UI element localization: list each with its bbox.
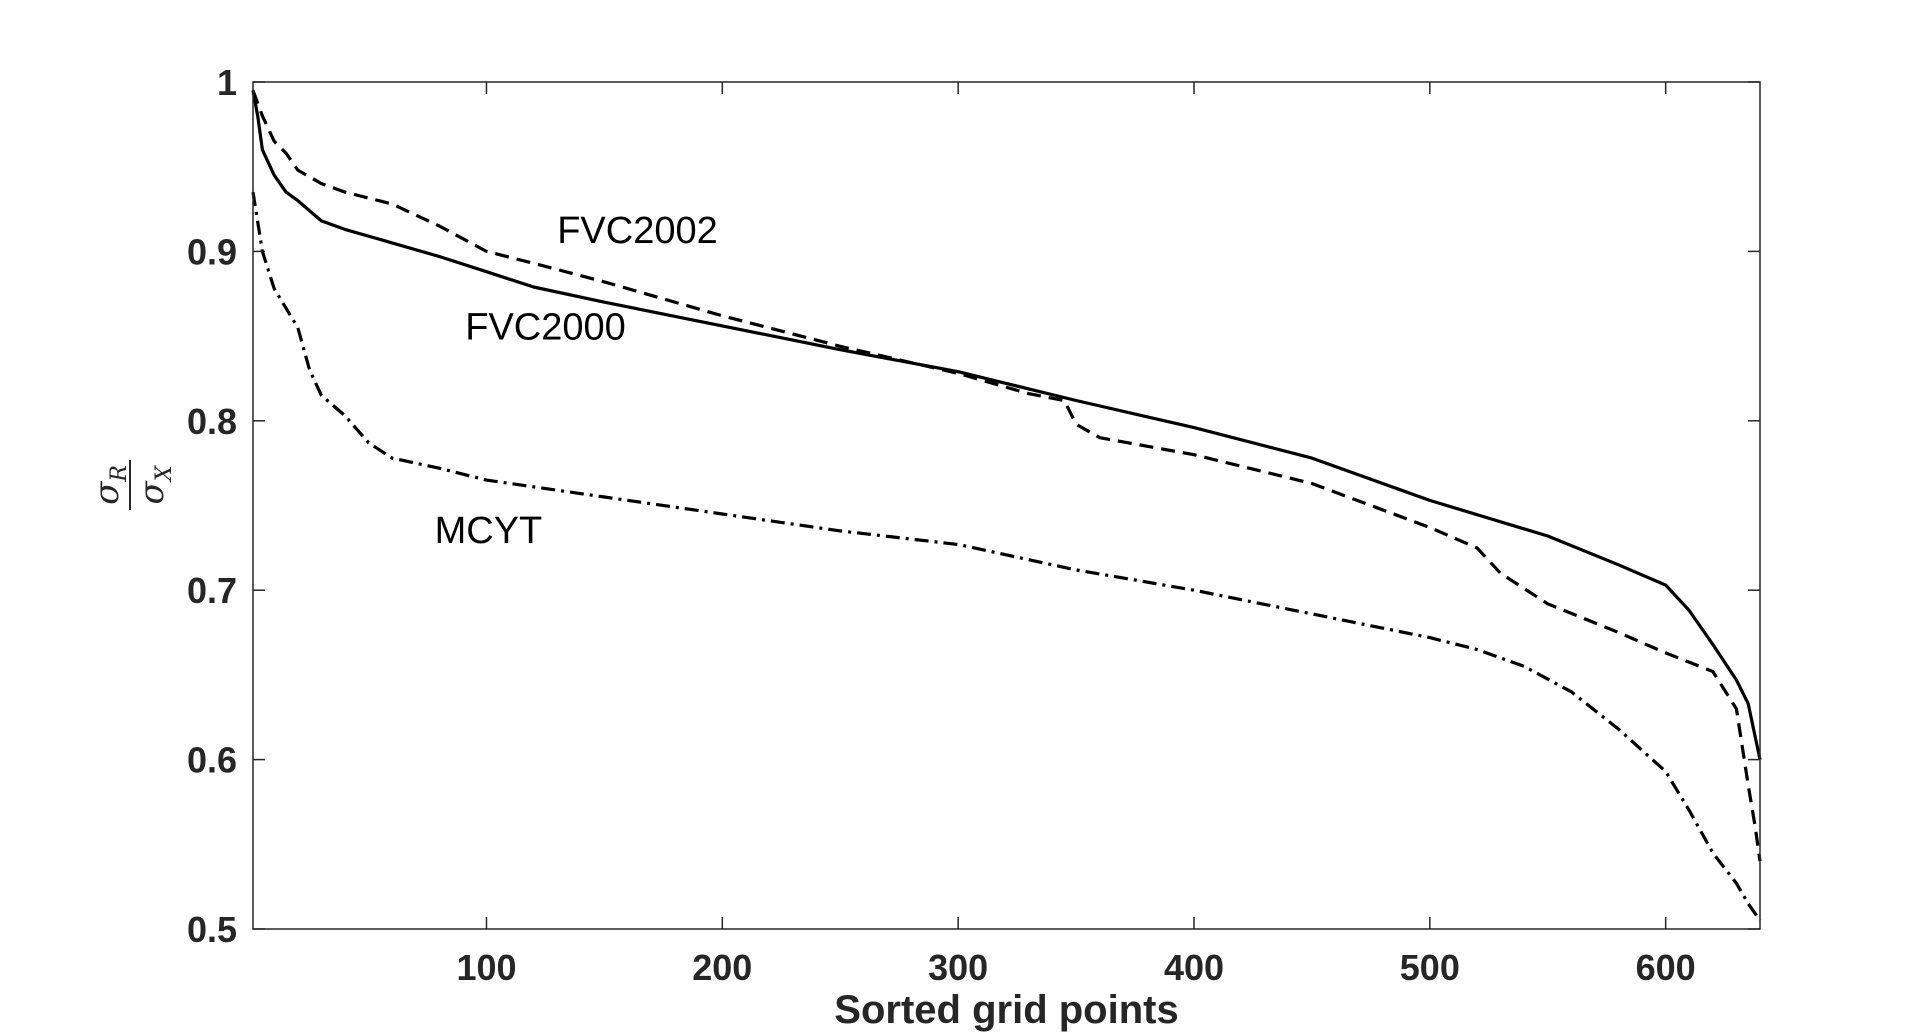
- x-axis-title: Sorted grid points: [834, 988, 1178, 1032]
- x-tick-label: 100: [456, 947, 516, 988]
- x-tick-label: 500: [1400, 947, 1460, 988]
- series-layer: [251, 89, 1762, 922]
- y-axis-title-numerator-sub: R: [107, 465, 132, 483]
- series-line-fvc2000: [251, 90, 1762, 760]
- series-line-mcyt: [251, 191, 1762, 922]
- x-tick-label: 300: [928, 947, 988, 988]
- y-tick-label: 0.6: [187, 740, 237, 781]
- y-axis-title: σR σX: [87, 460, 177, 510]
- y-tick-label: 1: [217, 62, 237, 103]
- y-axis-title-denominator-symbol: σ: [132, 480, 172, 504]
- annotation-fvc2000: FVC2000: [465, 306, 626, 348]
- annotation-mcyt: MCYT: [435, 510, 543, 552]
- y-tick-label: 0.9: [187, 231, 237, 272]
- y-tick-label: 0.5: [187, 909, 237, 950]
- y-tick-label: 0.7: [187, 570, 237, 611]
- plot-area-frame: [252, 81, 1761, 930]
- y-axis-title-denominator-sub: X: [152, 464, 177, 483]
- x-tick-label: 400: [1164, 947, 1224, 988]
- series-line-fvc2002: [251, 89, 1762, 862]
- y-axis-title-numerator: σR: [87, 465, 132, 505]
- y-tick-label: 0.8: [187, 401, 237, 442]
- y-axis-title-denominator: σX: [132, 464, 177, 504]
- ticks-layer: 100 200 300 400 500 600 0.5 0.6 0.7 0.8 0.9 1: [187, 62, 1760, 988]
- x-tick-label: 200: [692, 947, 752, 988]
- annotations-layer: FVC2002 FVC2000 MCYT: [435, 210, 718, 552]
- y-axis-title-numerator-symbol: σ: [87, 481, 127, 505]
- annotation-fvc2002: FVC2002: [557, 210, 718, 252]
- x-tick-label: 600: [1636, 947, 1696, 988]
